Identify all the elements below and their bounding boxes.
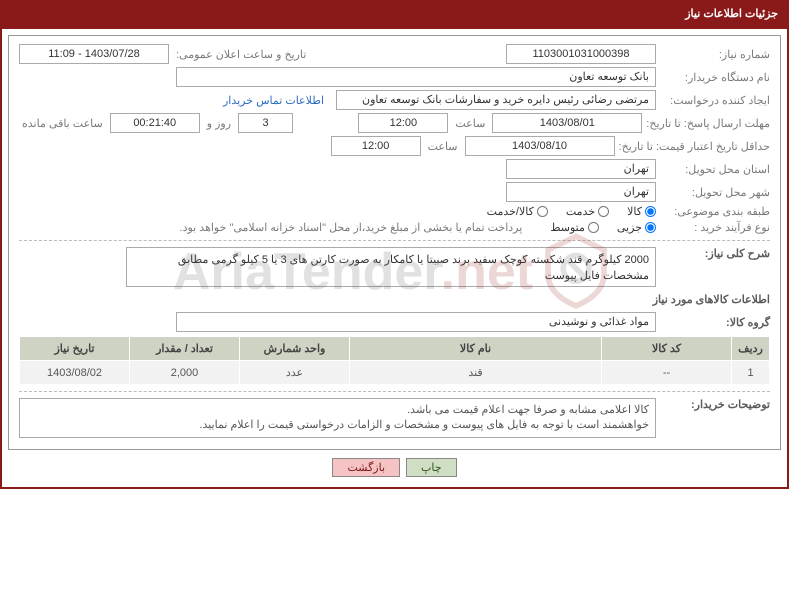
items-table: ردیف کد کالا نام کالا واحد شمارش تعداد /… [19, 336, 770, 385]
buyer-notes-field: کالا اعلامی مشابه و صرفا جهت اعلام قیمت … [19, 398, 656, 438]
purchase-note: پرداخت تمام یا بخشی از مبلغ خرید،از محل … [180, 221, 533, 234]
buyer-contact-link[interactable]: اطلاعات تماس خریدار [223, 94, 332, 107]
time-label-2: ساعت [425, 140, 461, 153]
remaining-label: ساعت باقی مانده [19, 117, 106, 130]
col-qty: تعداد / مقدار [130, 337, 240, 361]
radio-medium-label[interactable]: متوسط [550, 221, 599, 234]
col-unit: واحد شمارش [240, 337, 350, 361]
row-requester: ایجاد کننده درخواست: مرتضی رضائی رئیس دا… [19, 90, 770, 110]
row-goods-group: گروه کالا: مواد غذائی و نوشیدنی [19, 312, 770, 332]
items-section-title: اطلاعات کالاهای مورد نیاز [19, 293, 770, 306]
cell-date: 1403/08/02 [20, 361, 130, 385]
row-delivery-city: شهر محل تحویل: تهران [19, 182, 770, 202]
radio-goods-service-text: کالا/خدمت [487, 205, 534, 218]
radio-goods-service-label[interactable]: کالا/خدمت [487, 205, 548, 218]
buyer-org-field: بانک توسعه تعاون [176, 67, 656, 87]
radio-goods-text: کالا [627, 205, 642, 218]
divider-1 [19, 240, 770, 241]
radio-goods[interactable] [645, 206, 656, 217]
divider-2 [19, 391, 770, 392]
announce-field: 1403/07/28 - 11:09 [19, 44, 169, 64]
radio-partial[interactable] [645, 222, 656, 233]
row-purchase-type: نوع فرآیند خرید : جزیی متوسط پرداخت تمام… [19, 221, 770, 234]
col-idx: ردیف [732, 337, 770, 361]
cell-idx: 1 [732, 361, 770, 385]
row-min-validity: حداقل تاریخ اعتبار قیمت: تا تاریخ: 1403/… [19, 136, 770, 156]
page-title: جزئیات اطلاعات نیاز [685, 8, 778, 20]
col-code: کد کالا [602, 337, 732, 361]
row-buyer-org: نام دستگاه خریدار: بانک توسعه تعاون [19, 67, 770, 87]
cell-unit: عدد [240, 361, 350, 385]
table-header-row: ردیف کد کالا نام کالا واحد شمارش تعداد /… [20, 337, 770, 361]
purchase-type-label: نوع فرآیند خرید : [660, 221, 770, 234]
buyer-notes-line1: کالا اعلامی مشابه و صرفا جهت اعلام قیمت … [26, 403, 649, 418]
radio-service-text: خدمت [566, 205, 595, 218]
radio-medium[interactable] [588, 222, 599, 233]
radio-partial-label[interactable]: جزیی [617, 221, 656, 234]
row-deadline-reply: مهلت ارسال پاسخ: تا تاریخ: 1403/08/01 سا… [19, 113, 770, 133]
min-validity-label: حداقل تاریخ اعتبار قیمت: تا تاریخ: [619, 140, 770, 153]
radio-goods-service[interactable] [537, 206, 548, 217]
general-desc-label: شرح کلی نیاز: [660, 247, 770, 260]
announce-label: تاریخ و ساعت اعلان عمومی: [173, 48, 309, 61]
col-date: تاریخ نیاز [20, 337, 130, 361]
need-number-label: شماره نیاز: [660, 48, 770, 61]
min-validity-time: 12:00 [331, 136, 421, 156]
row-need-number: شماره نیاز: 1103001031000398 تاریخ و ساع… [19, 44, 770, 64]
table-row: 1 -- قند عدد 2,000 1403/08/02 [20, 361, 770, 385]
delivery-province-label: استان محل تحویل: [660, 163, 770, 176]
page-header: جزئیات اطلاعات نیاز [0, 0, 789, 27]
min-validity-date: 1403/08/10 [465, 136, 615, 156]
outer-frame: شماره نیاز: 1103001031000398 تاریخ و ساع… [0, 27, 789, 489]
general-desc-field: 2000 کیلوگرم قند شکسته کوچک سفید برند صب… [126, 247, 656, 287]
row-general-desc: شرح کلی نیاز: 2000 کیلوگرم قند شکسته کوچ… [19, 247, 770, 287]
purchase-type-radios: جزیی متوسط [536, 221, 656, 234]
radio-goods-label[interactable]: کالا [627, 205, 656, 218]
cell-name: قند [350, 361, 602, 385]
radio-medium-text: متوسط [550, 221, 585, 234]
button-row: چاپ بازگشت [8, 450, 781, 481]
row-category: طبقه بندی موضوعی: کالا خدمت کالا/خدمت [19, 205, 770, 218]
deadline-reply-label: مهلت ارسال پاسخ: تا تاریخ: [646, 117, 770, 130]
days-remaining: 3 [238, 113, 293, 133]
radio-partial-text: جزیی [617, 221, 642, 234]
cell-qty: 2,000 [130, 361, 240, 385]
category-radios: کالا خدمت کالا/خدمت [473, 205, 656, 218]
cell-code: -- [602, 361, 732, 385]
goods-group-field: مواد غذائی و نوشیدنی [176, 312, 656, 332]
deadline-reply-date: 1403/08/01 [492, 113, 642, 133]
radio-service[interactable] [598, 206, 609, 217]
category-label: طبقه بندی موضوعی: [660, 205, 770, 218]
time-remaining: 00:21:40 [110, 113, 200, 133]
need-number-field: 1103001031000398 [506, 44, 656, 64]
time-label-1: ساعت [452, 117, 488, 130]
delivery-city-label: شهر محل تحویل: [660, 186, 770, 199]
col-name: نام کالا [350, 337, 602, 361]
row-delivery-province: استان محل تحویل: تهران [19, 159, 770, 179]
requester-field: مرتضی رضائی رئیس دایره خرید و سفارشات با… [336, 90, 656, 110]
radio-service-label[interactable]: خدمت [566, 205, 609, 218]
goods-group-label: گروه کالا: [660, 316, 770, 329]
requester-label: ایجاد کننده درخواست: [660, 94, 770, 107]
buyer-org-label: نام دستگاه خریدار: [660, 71, 770, 84]
days-and-label: روز و [204, 117, 234, 130]
buyer-notes-line2: خواهشمند است با توجه به فایل های پیوست و… [26, 418, 649, 433]
deadline-reply-time: 12:00 [358, 113, 448, 133]
details-panel: شماره نیاز: 1103001031000398 تاریخ و ساع… [8, 35, 781, 450]
row-buyer-notes: توضیحات خریدار: کالا اعلامی مشابه و صرفا… [19, 398, 770, 438]
delivery-province-field: تهران [506, 159, 656, 179]
print-button[interactable]: چاپ [406, 458, 457, 477]
back-button[interactable]: بازگشت [332, 458, 400, 477]
delivery-city-field: تهران [506, 182, 656, 202]
buyer-notes-label: توضیحات خریدار: [660, 398, 770, 411]
